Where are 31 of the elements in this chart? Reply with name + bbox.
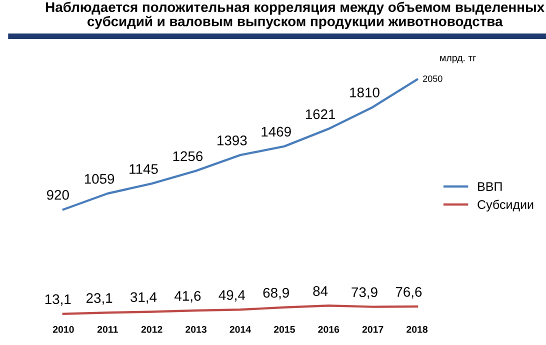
data-label: 76,6 <box>396 286 422 298</box>
data-label: 49,4 <box>218 290 246 302</box>
data-label: 84 <box>313 286 328 296</box>
data-label: 920 <box>46 190 69 200</box>
x-tick-label: 2017 <box>362 326 384 333</box>
x-tick-label: 2016 <box>318 326 340 333</box>
x-tick-label: 2010 <box>52 326 74 333</box>
data-label: 31,4 <box>130 292 157 304</box>
data-label: 1621 <box>306 109 336 120</box>
data-label: 23,1 <box>86 293 112 305</box>
data-label: 1059 <box>84 174 114 184</box>
data-label: 73,9 <box>352 287 378 299</box>
x-tick-label: 2011 <box>97 326 118 333</box>
x-tick-label: 2018 <box>406 326 428 333</box>
x-tick-label: 2014 <box>230 326 252 333</box>
x-tick-label: 2012 <box>141 326 162 333</box>
data-label: 1469 <box>262 126 291 137</box>
x-tick-label: 2015 <box>274 326 295 333</box>
data-label: 41,6 <box>174 291 201 302</box>
data-label: 1393 <box>218 136 247 146</box>
data-label: 1810 <box>350 88 380 98</box>
text: млрд. тг <box>440 56 476 64</box>
legend-label: Субсидии <box>478 200 534 212</box>
data-label: 13,1 <box>45 294 71 306</box>
data-label: 2050 <box>423 76 442 82</box>
legend-label: ВВП <box>478 182 502 191</box>
data-label: 68,9 <box>263 288 289 300</box>
chart-title: Наблюдается положительная корреляция между объемом выделенных субсидий и валовым выпуском продукции животноводства <box>46 2 544 30</box>
x-tick-label: 2013 <box>186 326 207 333</box>
data-label: 1256 <box>173 151 203 162</box>
data-label: 1145 <box>130 164 158 174</box>
